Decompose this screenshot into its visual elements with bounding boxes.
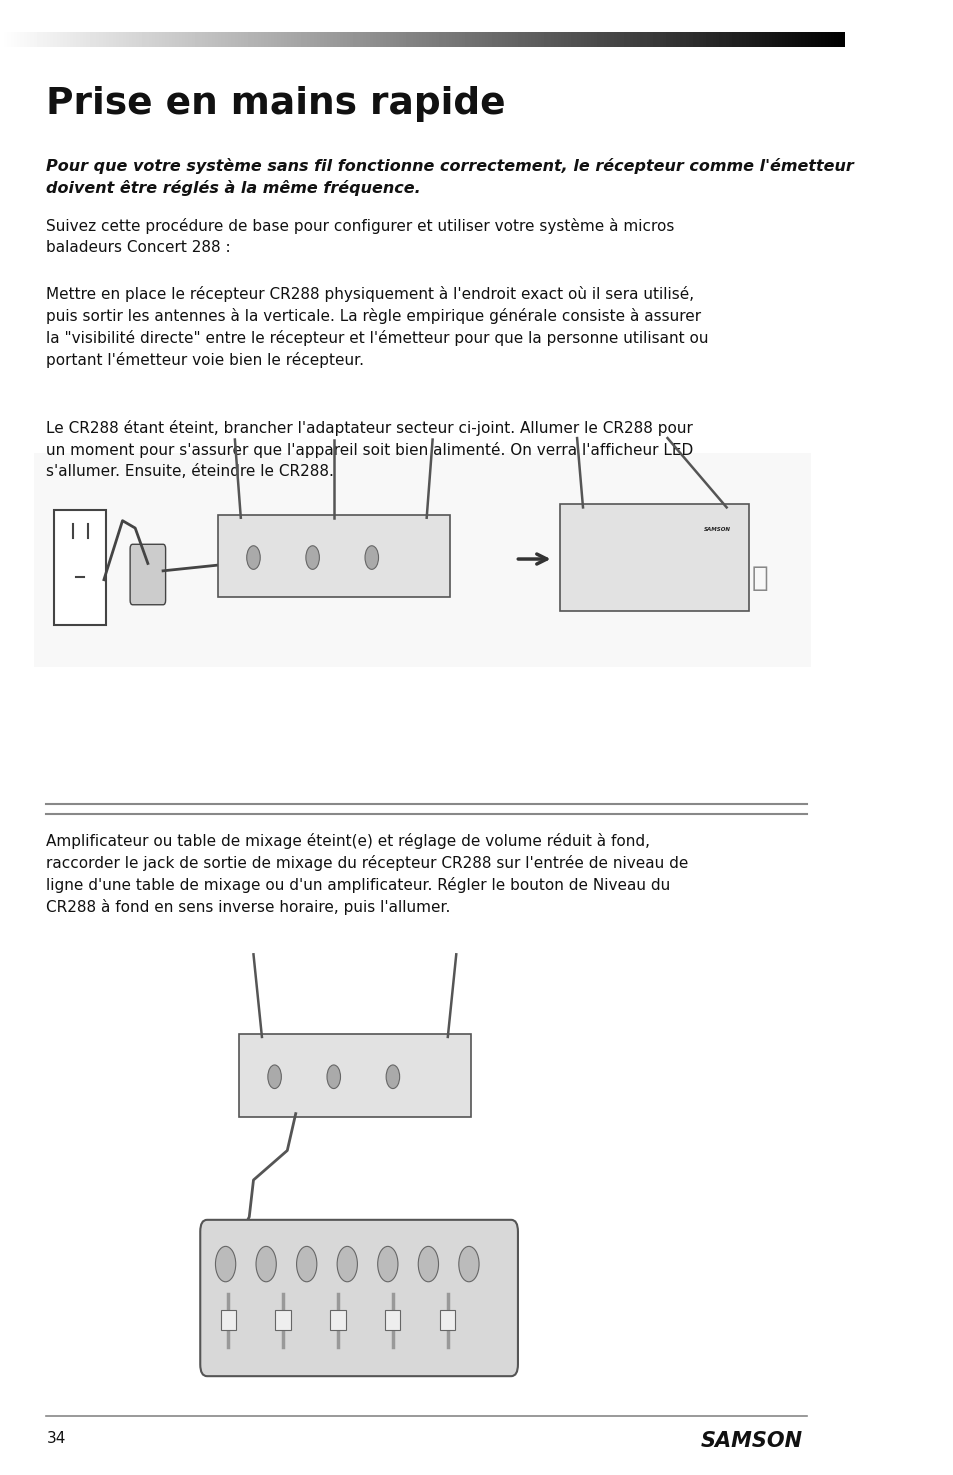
Text: Le CR288 étant éteint, brancher l'adaptateur secteur ci-joint. Allumer le CR288 : Le CR288 étant éteint, brancher l'adapta… — [47, 420, 693, 478]
Circle shape — [247, 546, 260, 569]
FancyBboxPatch shape — [130, 544, 166, 605]
Text: Amplificateur ou table de mixage éteint(e) et réglage de volume réduit à fond,
r: Amplificateur ou table de mixage éteint(… — [47, 833, 688, 914]
Text: SAMSON: SAMSON — [703, 527, 730, 531]
Circle shape — [377, 1246, 397, 1282]
FancyBboxPatch shape — [330, 1310, 345, 1330]
FancyBboxPatch shape — [559, 504, 749, 611]
Text: Mettre en place le récepteur CR288 physiquement à l'endroit exact où il sera uti: Mettre en place le récepteur CR288 physi… — [47, 286, 708, 367]
FancyBboxPatch shape — [220, 1310, 235, 1330]
Circle shape — [336, 1246, 357, 1282]
FancyBboxPatch shape — [33, 453, 810, 667]
Circle shape — [365, 546, 378, 569]
Circle shape — [417, 1246, 438, 1282]
Text: 🖐: 🖐 — [751, 565, 768, 591]
FancyBboxPatch shape — [218, 515, 449, 597]
FancyBboxPatch shape — [200, 1220, 517, 1376]
Text: Prise en mains rapide: Prise en mains rapide — [47, 86, 505, 121]
Text: Suivez cette procédure de base pour configurer et utiliser votre système à micro: Suivez cette procédure de base pour conf… — [47, 218, 674, 255]
Circle shape — [215, 1246, 235, 1282]
FancyBboxPatch shape — [275, 1310, 291, 1330]
Circle shape — [255, 1246, 276, 1282]
FancyBboxPatch shape — [239, 1034, 470, 1117]
Text: 34: 34 — [47, 1431, 66, 1446]
Circle shape — [327, 1065, 340, 1089]
FancyBboxPatch shape — [439, 1310, 455, 1330]
FancyBboxPatch shape — [54, 510, 107, 625]
Circle shape — [296, 1246, 316, 1282]
FancyBboxPatch shape — [385, 1310, 400, 1330]
Text: Pour que votre système sans fil fonctionne correctement, le récepteur comme l'ém: Pour que votre système sans fil fonction… — [47, 158, 853, 196]
Circle shape — [268, 1065, 281, 1089]
Circle shape — [306, 546, 319, 569]
Text: SAMSON: SAMSON — [700, 1431, 801, 1451]
Circle shape — [458, 1246, 478, 1282]
Circle shape — [386, 1065, 399, 1089]
